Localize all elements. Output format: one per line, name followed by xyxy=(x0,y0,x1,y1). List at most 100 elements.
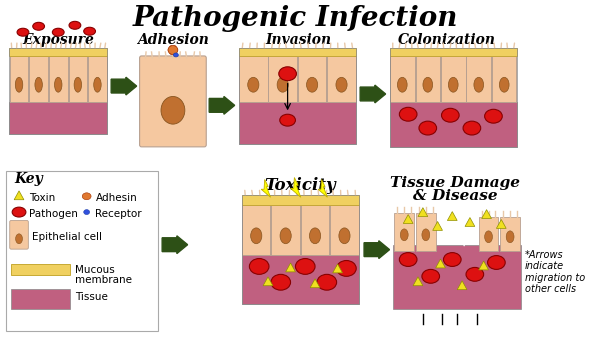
Ellipse shape xyxy=(16,77,23,92)
FancyBboxPatch shape xyxy=(140,56,206,147)
Ellipse shape xyxy=(74,77,82,92)
Bar xyxy=(389,48,517,56)
Bar xyxy=(239,102,356,144)
Polygon shape xyxy=(14,191,24,200)
Ellipse shape xyxy=(499,77,509,92)
Bar xyxy=(330,205,359,255)
Text: & Disease: & Disease xyxy=(413,189,497,203)
FancyArrow shape xyxy=(360,85,386,103)
Text: Toxicity: Toxicity xyxy=(265,177,336,194)
Ellipse shape xyxy=(52,28,64,36)
FancyArrow shape xyxy=(162,236,188,254)
Ellipse shape xyxy=(339,228,350,244)
Bar xyxy=(389,102,517,147)
Ellipse shape xyxy=(170,49,173,52)
Bar xyxy=(242,195,359,205)
Ellipse shape xyxy=(485,231,493,243)
Ellipse shape xyxy=(16,234,22,244)
FancyBboxPatch shape xyxy=(10,220,28,249)
Bar xyxy=(88,56,107,102)
Text: Key: Key xyxy=(14,172,43,187)
Ellipse shape xyxy=(17,28,29,36)
Polygon shape xyxy=(479,261,488,270)
Polygon shape xyxy=(290,177,301,197)
Polygon shape xyxy=(482,210,491,218)
Ellipse shape xyxy=(250,259,269,274)
Ellipse shape xyxy=(422,229,430,241)
Polygon shape xyxy=(394,205,521,247)
Bar xyxy=(394,245,521,309)
Ellipse shape xyxy=(172,47,175,50)
Ellipse shape xyxy=(161,96,185,124)
Ellipse shape xyxy=(175,49,178,51)
Bar xyxy=(29,56,48,102)
Polygon shape xyxy=(310,279,320,288)
Ellipse shape xyxy=(423,77,433,92)
Ellipse shape xyxy=(55,77,62,92)
Bar xyxy=(271,205,300,255)
Polygon shape xyxy=(436,259,445,268)
Text: Adhesion: Adhesion xyxy=(137,33,209,47)
Bar xyxy=(239,48,356,144)
Polygon shape xyxy=(332,264,343,273)
Ellipse shape xyxy=(463,121,481,135)
Ellipse shape xyxy=(442,108,459,122)
Ellipse shape xyxy=(168,46,178,54)
Text: Tissue: Tissue xyxy=(75,292,108,302)
Text: Adhesin: Adhesin xyxy=(95,193,137,203)
Text: Pathogenic Infection: Pathogenic Infection xyxy=(133,5,458,32)
Bar xyxy=(441,56,466,102)
Ellipse shape xyxy=(397,77,407,92)
Polygon shape xyxy=(433,221,442,231)
Text: Tissue Damage: Tissue Damage xyxy=(390,176,520,190)
Bar xyxy=(9,48,107,56)
FancyArrow shape xyxy=(111,77,137,95)
Polygon shape xyxy=(448,212,457,220)
Ellipse shape xyxy=(12,207,26,217)
Ellipse shape xyxy=(280,228,291,244)
Polygon shape xyxy=(418,208,428,217)
Bar xyxy=(68,56,87,102)
Ellipse shape xyxy=(82,193,91,200)
Bar xyxy=(466,56,491,102)
Bar xyxy=(239,56,268,102)
Ellipse shape xyxy=(336,77,347,92)
Ellipse shape xyxy=(84,27,95,35)
Bar xyxy=(10,56,28,102)
Polygon shape xyxy=(413,277,423,286)
Ellipse shape xyxy=(317,274,337,290)
Bar xyxy=(268,56,297,102)
Ellipse shape xyxy=(400,229,408,241)
Ellipse shape xyxy=(400,107,417,121)
Ellipse shape xyxy=(173,46,176,48)
Polygon shape xyxy=(263,277,273,286)
Bar xyxy=(389,48,517,147)
Ellipse shape xyxy=(466,267,484,281)
Ellipse shape xyxy=(69,21,81,29)
Bar xyxy=(416,213,436,251)
Text: Toxin: Toxin xyxy=(29,193,55,203)
Text: Invasion: Invasion xyxy=(265,33,331,47)
Text: Colonization: Colonization xyxy=(398,33,496,47)
Ellipse shape xyxy=(307,77,318,92)
Bar xyxy=(500,217,520,251)
Bar xyxy=(9,48,107,134)
Ellipse shape xyxy=(422,269,440,283)
Bar xyxy=(479,217,499,251)
Bar xyxy=(394,213,414,251)
Ellipse shape xyxy=(280,114,295,126)
Bar xyxy=(298,56,326,102)
Ellipse shape xyxy=(474,77,484,92)
Ellipse shape xyxy=(33,22,44,30)
Bar xyxy=(242,205,271,255)
Polygon shape xyxy=(457,281,467,290)
Bar xyxy=(390,56,415,102)
Ellipse shape xyxy=(35,77,43,92)
Text: Pathogen: Pathogen xyxy=(29,209,78,219)
Ellipse shape xyxy=(173,49,176,52)
Text: Epithelial cell: Epithelial cell xyxy=(32,232,102,242)
Bar xyxy=(49,56,68,102)
Bar xyxy=(11,289,70,309)
Ellipse shape xyxy=(170,46,173,48)
Polygon shape xyxy=(465,218,475,226)
